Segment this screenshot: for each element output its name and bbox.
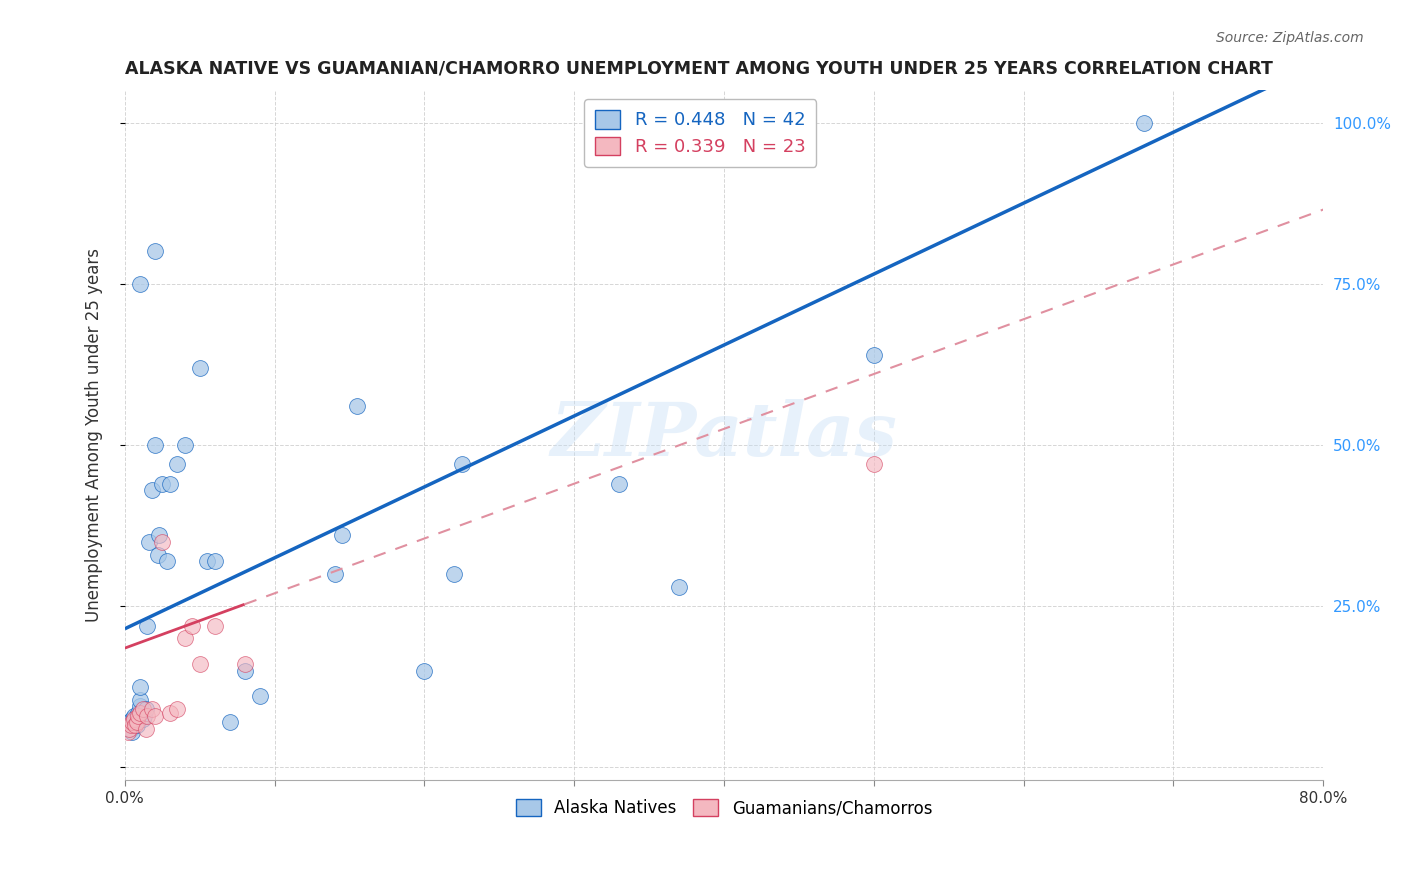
Point [1132, 115, 1154, 129]
Point [120, 722, 142, 736]
Point [132, 702, 155, 716]
Point [118, 718, 141, 732]
Point [138, 534, 160, 549]
Point [166, 458, 188, 472]
Point [159, 706, 181, 720]
Point [166, 702, 188, 716]
Y-axis label: Unemployment Among Youth under 25 years: Unemployment Among Youth under 25 years [86, 248, 103, 623]
Point [128, 692, 150, 706]
Point [128, 706, 150, 720]
Point [136, 618, 159, 632]
Point [323, 566, 346, 581]
Text: ZIPatlas: ZIPatlas [551, 399, 897, 472]
Point [141, 702, 163, 716]
Point [134, 708, 156, 723]
Point [122, 712, 145, 726]
Point [443, 566, 465, 581]
Point [181, 618, 204, 632]
Point [330, 528, 353, 542]
Point [346, 399, 368, 413]
Point [127, 708, 149, 723]
Point [233, 664, 256, 678]
Point [159, 476, 181, 491]
Point [204, 618, 226, 632]
Point [451, 458, 474, 472]
Point [141, 483, 163, 497]
Point [125, 715, 148, 730]
Point [121, 725, 143, 739]
Point [668, 580, 690, 594]
Point [188, 657, 211, 672]
Point [135, 702, 157, 716]
Point [117, 725, 139, 739]
Point [136, 708, 159, 723]
Point [148, 528, 170, 542]
Point [128, 699, 150, 714]
Legend: Alaska Natives, Guamanians/Chamorros: Alaska Natives, Guamanians/Chamorros [509, 792, 939, 823]
Point [135, 722, 157, 736]
Point [120, 718, 142, 732]
Point [125, 708, 148, 723]
Point [218, 715, 240, 730]
Point [128, 680, 150, 694]
Point [143, 708, 166, 723]
Point [607, 476, 630, 491]
Point [233, 657, 256, 672]
Point [173, 632, 195, 646]
Point [863, 458, 886, 472]
Point [118, 722, 141, 736]
Point [146, 548, 169, 562]
Point [122, 708, 145, 723]
Point [413, 664, 436, 678]
Point [121, 715, 143, 730]
Point [188, 360, 211, 375]
Point [128, 277, 150, 291]
Point [150, 476, 173, 491]
Point [143, 244, 166, 259]
Point [132, 712, 155, 726]
Text: Source: ZipAtlas.com: Source: ZipAtlas.com [1216, 31, 1364, 45]
Point [863, 348, 886, 362]
Point [121, 712, 143, 726]
Text: ALASKA NATIVE VS GUAMANIAN/CHAMORRO UNEMPLOYMENT AMONG YOUTH UNDER 25 YEARS CORR: ALASKA NATIVE VS GUAMANIAN/CHAMORRO UNEM… [125, 60, 1272, 78]
Point [125, 718, 148, 732]
Point [204, 554, 226, 568]
Point [143, 438, 166, 452]
Point [156, 554, 179, 568]
Point [117, 715, 139, 730]
Point [195, 554, 218, 568]
Point [124, 715, 146, 730]
Point [249, 690, 271, 704]
Point [124, 718, 146, 732]
Point [150, 534, 173, 549]
Point [173, 438, 195, 452]
Point [127, 706, 149, 720]
